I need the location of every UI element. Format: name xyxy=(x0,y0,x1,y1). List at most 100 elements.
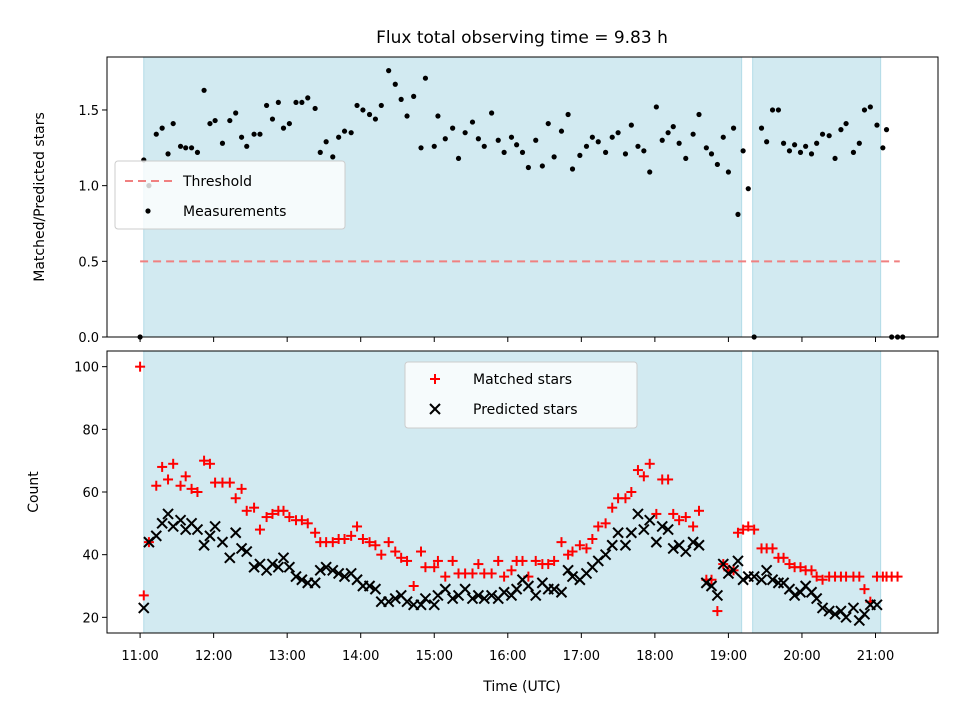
predicted-star-point xyxy=(760,564,773,577)
legend-plus-marker xyxy=(430,374,440,384)
predicted-star-point xyxy=(459,583,471,595)
measurement-point xyxy=(263,102,270,109)
measurement-point xyxy=(690,131,696,137)
measurement-point xyxy=(212,117,218,124)
matched-star-point xyxy=(663,474,674,485)
predicted-star-point xyxy=(478,592,490,605)
matched-star-point xyxy=(712,606,723,617)
matched-star-point xyxy=(429,562,440,573)
measurement-point xyxy=(775,107,782,113)
measurement-point xyxy=(641,148,647,154)
legend-matched-swatch xyxy=(430,374,440,384)
measurement-point xyxy=(330,154,336,160)
matched-star-point xyxy=(432,555,443,566)
matched-star-point xyxy=(854,571,865,582)
predicted-star-point xyxy=(619,539,632,551)
matched-star-point xyxy=(175,480,186,491)
measurement-point xyxy=(188,145,195,151)
bottom-y-tick-label: 80 xyxy=(82,423,99,438)
x-axis-label: Time (UTC) xyxy=(482,679,560,695)
bottom-x-ticks: 11:00 12:00 13:00 14:00 15:00 16:00 17:00 18:00… xyxy=(121,633,894,664)
measurement-point xyxy=(708,151,715,157)
predicted-star-point xyxy=(439,583,451,595)
matched-star-point xyxy=(357,534,368,544)
predicted-star-point xyxy=(732,555,744,567)
measurement-point xyxy=(366,111,373,118)
matched-star-point xyxy=(486,568,497,579)
measurement-point xyxy=(769,107,776,113)
measurement-point xyxy=(533,137,539,143)
predicted-star-point xyxy=(717,558,729,570)
top-panel: 0.0 0.5 1.0 1.5 Matched/Predicted stars Thr… xyxy=(32,56,939,346)
bottom-y-tick-label: 40 xyxy=(82,549,99,564)
predicted-star-point xyxy=(472,589,485,602)
measurement-point xyxy=(676,140,682,146)
bottom-x-tick-label: 12:00 xyxy=(195,649,232,664)
predicted-star-point xyxy=(272,561,285,573)
measurement-point xyxy=(665,130,671,136)
predicted-star-point xyxy=(625,527,638,539)
matched-star-point xyxy=(346,530,357,541)
measurement-point xyxy=(495,137,501,143)
bottom-x-tick-label: 16:00 xyxy=(489,649,526,664)
bottom-legend-box xyxy=(404,361,638,429)
legend-threshold-label: Threshold xyxy=(182,174,252,190)
measurement-point xyxy=(589,134,595,140)
top-y-tick-label: 1.5 xyxy=(78,104,99,119)
matched-star-point xyxy=(693,505,704,516)
matched-star-point xyxy=(738,524,749,535)
measurement-point xyxy=(177,143,184,149)
measurement-point xyxy=(323,139,329,145)
matched-star-point xyxy=(778,552,789,563)
shaded-interval-1 xyxy=(752,56,882,338)
matched-star-point xyxy=(674,515,685,526)
predicted-star-point xyxy=(612,527,624,539)
matched-star-point xyxy=(236,483,247,494)
predicted-star-point xyxy=(562,564,574,577)
matched-star-point xyxy=(199,455,210,466)
measurement-point xyxy=(462,130,468,136)
measurement-point xyxy=(803,143,809,149)
measurement-point xyxy=(392,81,398,87)
matched-star-point xyxy=(600,518,611,529)
top-y-tick-label: 0.0 xyxy=(78,331,99,346)
matched-star-point xyxy=(506,565,517,576)
measurement-point xyxy=(861,107,868,113)
matched-star-point xyxy=(784,559,795,570)
measurement-point xyxy=(398,96,404,102)
predicted-star-point xyxy=(485,589,498,602)
predicted-star-point xyxy=(204,530,216,542)
matched-star-point xyxy=(638,471,649,482)
matched-star-point xyxy=(556,537,567,548)
measurement-point xyxy=(378,102,384,109)
measurement-point xyxy=(194,149,201,155)
matched-star-point xyxy=(138,590,149,601)
measurement-point xyxy=(269,116,276,122)
predicted-star-point xyxy=(667,542,679,555)
measurement-point xyxy=(622,151,629,157)
predicted-star-point xyxy=(174,514,187,526)
matched-star-point xyxy=(620,493,631,504)
predicted-star-point xyxy=(428,599,440,611)
measurement-point xyxy=(670,124,676,130)
matched-star-point xyxy=(267,508,278,519)
top-y-tick-label: 1.0 xyxy=(78,180,99,195)
matched-star-point xyxy=(680,512,691,523)
matched-star-point xyxy=(402,555,413,566)
matched-star-point xyxy=(493,555,504,566)
legend-measurements-swatch xyxy=(145,208,151,214)
predicted-star-point xyxy=(555,586,568,598)
top-y-tick-label: 0.5 xyxy=(78,255,99,270)
matched-star-point xyxy=(440,571,451,582)
predicted-star-point xyxy=(722,567,735,580)
predicted-star-point xyxy=(191,523,204,536)
predicted-star-point xyxy=(266,558,279,570)
predicted-star-point xyxy=(277,552,290,564)
predicted-star-point xyxy=(156,517,168,530)
matched-star-point xyxy=(543,559,554,570)
measurement-point xyxy=(201,87,207,93)
predicted-star-point xyxy=(309,577,321,589)
measurement-point xyxy=(764,139,770,145)
predicted-star-point xyxy=(446,592,459,605)
measurement-point xyxy=(153,131,159,137)
